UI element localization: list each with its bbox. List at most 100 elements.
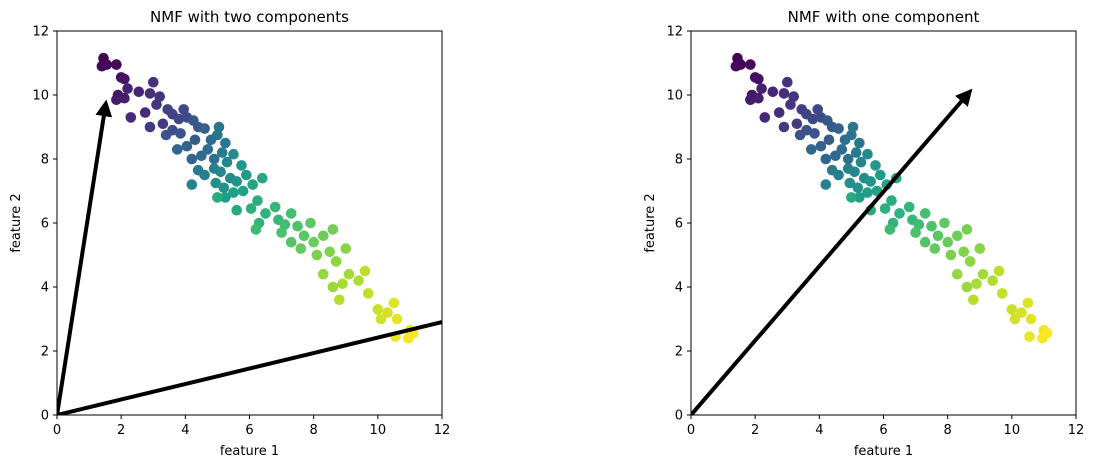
chart-title: NMF with one component	[788, 8, 980, 26]
y-tick-label: 10	[32, 89, 49, 104]
data-point	[196, 150, 207, 162]
data-point	[852, 182, 864, 194]
data-point	[964, 256, 976, 267]
data-point	[340, 243, 352, 254]
data-point	[228, 148, 239, 160]
data-point	[977, 268, 989, 280]
data-point	[833, 123, 844, 134]
x-tick-label: 4	[181, 423, 189, 438]
data-point	[1009, 313, 1021, 325]
data-point	[833, 169, 844, 181]
data-point	[753, 73, 764, 85]
x-tick-label: 4	[815, 423, 823, 438]
data-point	[133, 86, 145, 98]
data-point	[855, 156, 867, 168]
x-tick-label: 0	[687, 423, 695, 438]
data-point	[926, 220, 937, 232]
data-point	[122, 83, 133, 94]
data-point	[157, 118, 169, 130]
data-point	[879, 203, 891, 214]
data-point	[745, 94, 756, 106]
x-tick-label: 12	[434, 423, 451, 438]
data-point	[952, 268, 963, 280]
data-point	[215, 166, 226, 178]
x-tick-label: 10	[1004, 423, 1021, 438]
data-point	[257, 172, 268, 184]
data-point	[292, 220, 303, 232]
data-point	[311, 249, 323, 261]
data-point	[919, 208, 931, 219]
data-point	[903, 201, 915, 213]
data-point	[782, 76, 793, 88]
data-point	[870, 160, 881, 171]
data-point	[806, 144, 817, 155]
x-tick-label: 2	[751, 423, 759, 438]
data-point	[820, 179, 832, 190]
data-point	[181, 140, 193, 152]
y-tick-label: 12	[666, 25, 683, 40]
data-point	[1006, 304, 1018, 315]
data-point	[199, 169, 210, 181]
x-tick-label: 10	[370, 423, 387, 438]
data-point	[932, 230, 944, 242]
data-point	[111, 94, 122, 106]
data-point	[279, 219, 291, 230]
data-point	[884, 224, 896, 235]
data-point	[327, 224, 339, 235]
data-point	[849, 166, 860, 178]
scatter-points	[730, 52, 1053, 344]
data-point	[139, 107, 151, 118]
data-point	[218, 182, 230, 194]
data-point	[125, 112, 137, 123]
data-point	[305, 217, 316, 229]
data-point	[241, 169, 252, 181]
x-axis-label: feature 1	[854, 444, 913, 459]
data-point	[865, 176, 876, 187]
data-point	[952, 230, 963, 242]
data-point	[993, 265, 1005, 277]
data-point	[327, 281, 339, 293]
y-tick-label: 0	[41, 409, 49, 424]
data-point	[820, 153, 832, 165]
data-point	[186, 179, 198, 190]
data-point	[778, 88, 790, 99]
data-point	[862, 148, 873, 160]
data-point	[208, 153, 220, 165]
data-point	[759, 112, 771, 123]
data-point	[939, 217, 950, 229]
data-point	[745, 59, 756, 70]
data-point	[353, 275, 364, 286]
data-point	[154, 91, 165, 102]
data-point	[830, 150, 841, 162]
y-tick-label: 2	[41, 345, 49, 360]
data-point	[785, 99, 796, 110]
data-point	[172, 144, 183, 155]
data-point	[382, 307, 393, 318]
y-axis-label: feature 2	[9, 193, 24, 252]
data-point	[173, 113, 185, 125]
data-point	[788, 91, 799, 102]
data-point	[812, 104, 823, 115]
data-point	[220, 192, 231, 203]
data-point	[1016, 307, 1027, 318]
x-tick-label: 0	[53, 423, 61, 438]
data-point	[160, 129, 172, 141]
data-point	[343, 268, 355, 280]
data-point	[1024, 331, 1035, 342]
data-point	[334, 294, 345, 306]
data-point	[96, 60, 108, 72]
data-point	[111, 59, 122, 70]
data-point	[913, 219, 925, 230]
data-point	[359, 265, 371, 277]
data-point	[324, 246, 336, 258]
data-point	[756, 83, 767, 94]
data-point	[844, 177, 856, 189]
data-point	[778, 121, 790, 133]
data-point	[175, 128, 186, 139]
x-axis-label: feature 1	[220, 444, 279, 459]
data-point	[337, 278, 348, 290]
y-tick-label: 4	[41, 281, 49, 296]
data-point	[199, 123, 210, 134]
data-point	[1025, 313, 1037, 325]
data-point	[231, 176, 242, 187]
